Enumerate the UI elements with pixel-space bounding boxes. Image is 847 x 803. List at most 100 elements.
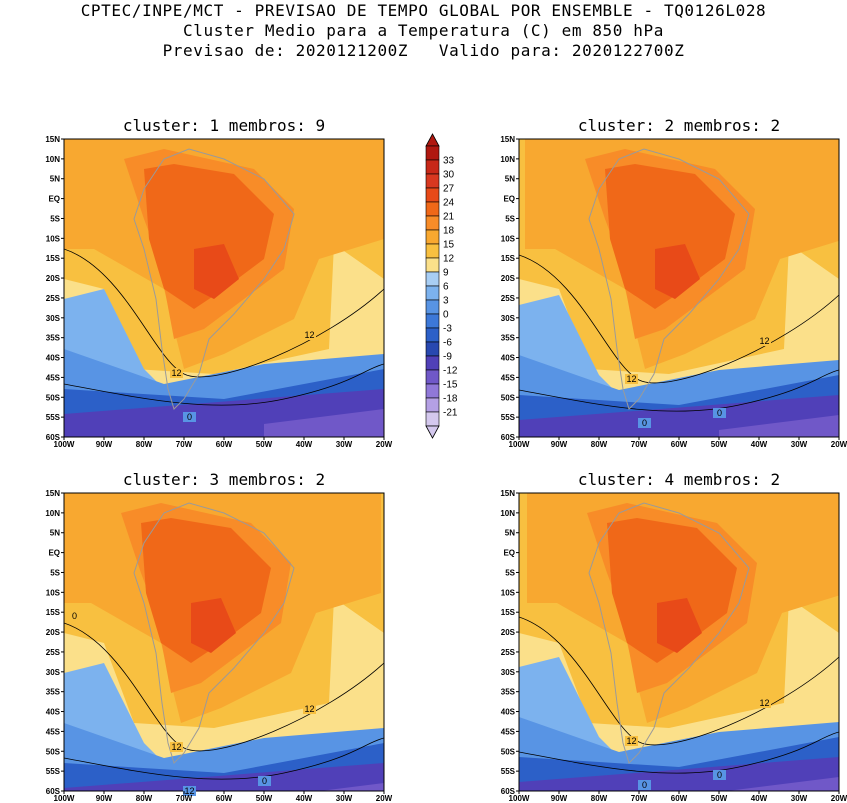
lat-tick-label: 20S	[46, 274, 61, 283]
map-panel-2: 12 12 0 0 cluster: 2 membros: 2 15N 10N 5N EQ 5S 1…	[500, 116, 847, 449]
map-panel-4: 12 12 0 0 cluster: 4 membros: 2 15N 10N 5N EQ 5S 1…	[500, 470, 847, 803]
contour-label: 12	[171, 368, 181, 378]
lon-tick-label: 40W	[751, 440, 768, 449]
lon-tick-label: 90W	[96, 440, 113, 449]
temperature-band	[320, 783, 384, 791]
lat-tick-label: 50S	[501, 747, 516, 756]
lat-tick-label: 55S	[46, 767, 61, 776]
contour-label: 0	[642, 780, 647, 790]
lat-tick-label: 50S	[501, 393, 516, 402]
contour-label-bg	[713, 770, 726, 780]
lat-tick-label: EQ	[503, 549, 515, 558]
header-line-1: CPTEC/INPE/MCT - PREVISAO DE TEMPO GLOBA…	[80, 1, 767, 20]
lat-tick-label: 15N	[45, 489, 60, 498]
lat-tick-label: 60S	[46, 787, 61, 796]
contour-label: 0	[187, 412, 192, 422]
lat-tick-label: 25S	[501, 294, 516, 303]
lat-tick-label: 40S	[46, 354, 61, 363]
legend-swatch	[425, 411, 440, 427]
lon-tick-label: 30W	[336, 440, 353, 449]
lon-tick-label: 30W	[336, 794, 353, 803]
legend-swatch	[425, 159, 440, 175]
lat-tick-label: 5N	[505, 529, 515, 538]
legend-swatch	[425, 229, 440, 245]
panel-title: cluster: 4 membros: 2	[578, 470, 780, 489]
lat-tick-label: 5S	[50, 214, 60, 223]
map-field	[64, 139, 384, 437]
legend-level-label: 27	[443, 184, 455, 195]
lon-tick-label: 90W	[551, 440, 568, 449]
lon-tick-label: 100W	[54, 794, 75, 803]
lon-tick-label: 60W	[216, 794, 233, 803]
legend-level-label: 9	[443, 268, 449, 279]
lat-tick-label: 55S	[501, 413, 516, 422]
lat-tick-label: 10N	[500, 509, 515, 518]
legend-level-label: -12	[443, 366, 458, 377]
south-america-outline	[133, 502, 295, 764]
lat-tick-label: 30S	[46, 314, 61, 323]
lon-tick-label: 80W	[136, 440, 153, 449]
contour-label: 12	[626, 736, 636, 746]
lat-tick-label: 15S	[46, 608, 61, 617]
lon-tick-label: 20W	[831, 440, 847, 449]
contour-label: 0	[262, 776, 267, 786]
legend-swatch	[425, 271, 440, 287]
lat-tick-label: 50S	[46, 747, 61, 756]
contour-label-bg	[303, 330, 316, 340]
legend-level-label: 15	[443, 240, 455, 251]
contour-0	[64, 737, 384, 780]
lon-tick-label: 70W	[176, 794, 193, 803]
lat-tick-label: 25S	[501, 648, 516, 657]
legend-level-label: 33	[443, 156, 455, 167]
lon-tick-label: 100W	[509, 794, 530, 803]
legend-level-label: -9	[443, 352, 452, 363]
lon-tick-label: 70W	[631, 794, 648, 803]
lat-tick-label: 60S	[46, 433, 61, 442]
contour-label-bg	[625, 374, 638, 384]
temperature-band	[727, 777, 839, 791]
contour-label: 12	[304, 704, 314, 714]
contour-label-bg	[183, 786, 196, 796]
lat-tick-label: 35S	[501, 334, 516, 343]
temperature-band	[655, 244, 700, 299]
legend-level-label: -3	[443, 324, 452, 335]
lon-tick-label: 40W	[296, 794, 313, 803]
lat-tick-label: EQ	[48, 195, 60, 204]
legend-swatch	[425, 285, 440, 301]
lat-tick-label: 10S	[501, 234, 516, 243]
lat-tick-label: 35S	[46, 688, 61, 697]
temperature-band	[191, 598, 236, 653]
lon-tick-label: 100W	[54, 440, 75, 449]
lat-tick-label: 15N	[500, 489, 515, 498]
contour-label-bg	[638, 780, 651, 790]
contour-0	[519, 369, 839, 412]
south-america-outline	[588, 148, 750, 410]
contour-label: 12	[759, 336, 769, 346]
header-line-3: Previsao de: 2020121200Z Valido para: 20…	[162, 41, 685, 60]
lat-tick-label: 25S	[46, 294, 61, 303]
lat-tick-label: 5S	[505, 568, 515, 577]
lat-tick-label: 15N	[45, 135, 60, 144]
legend-swatch	[425, 173, 440, 189]
lon-tick-label: 30W	[791, 794, 808, 803]
contour-12	[64, 248, 384, 378]
legend-level-label: -6	[443, 338, 452, 349]
lon-tick-label: 60W	[216, 440, 233, 449]
temperature-band	[194, 244, 239, 299]
lat-tick-label: 30S	[501, 668, 516, 677]
lat-tick-label: 45S	[46, 373, 61, 382]
contour-label: 0	[72, 611, 77, 621]
lat-tick-label: 30S	[501, 314, 516, 323]
contour-label: 12	[171, 742, 181, 752]
contour-label: 12	[304, 330, 314, 340]
temperature-band	[605, 164, 735, 309]
lat-tick-label: 35S	[501, 688, 516, 697]
temperature-band	[657, 598, 702, 653]
lon-tick-label: 90W	[96, 794, 113, 803]
lat-tick-label: 10S	[46, 588, 61, 597]
contour-0	[519, 731, 839, 774]
legend-level-label: -21	[443, 408, 458, 419]
lon-tick-label: 60W	[671, 440, 688, 449]
